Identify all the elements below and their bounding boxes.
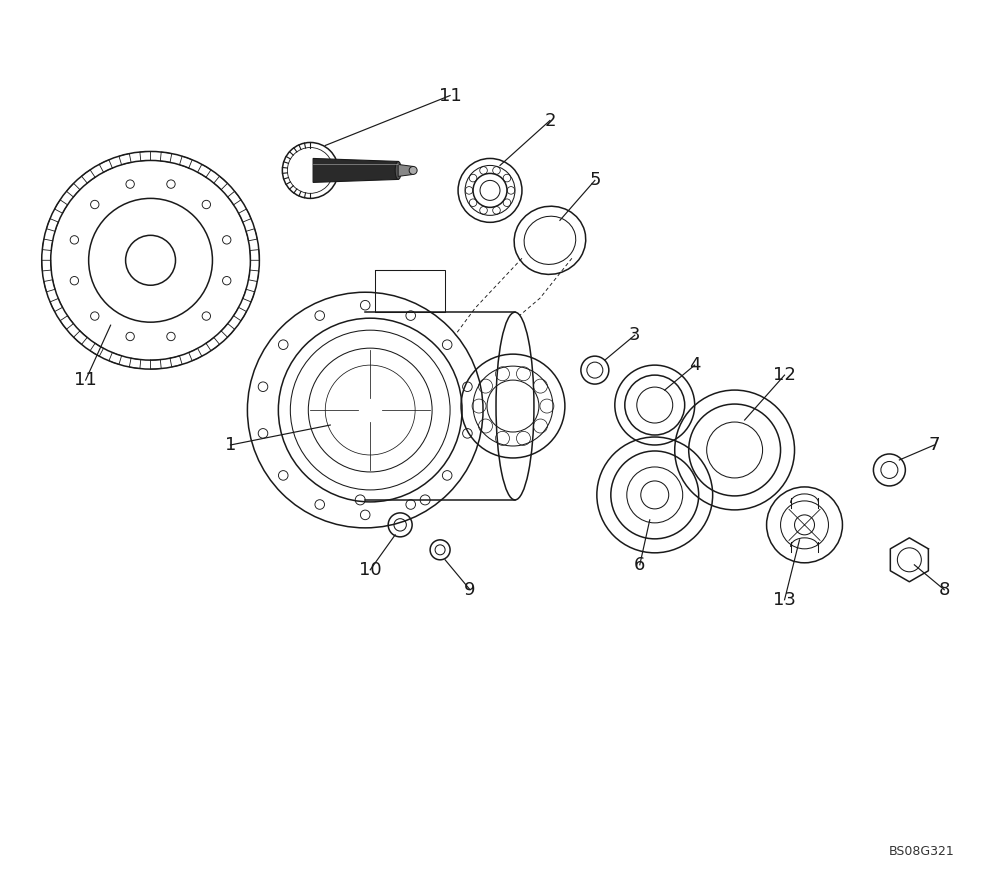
Text: 2: 2 [544,112,556,129]
Text: 5: 5 [589,172,601,189]
Text: 11: 11 [439,86,461,105]
Polygon shape [398,165,413,176]
Text: BS08G321: BS08G321 [889,845,954,858]
Text: 9: 9 [464,581,476,598]
Text: 7: 7 [929,436,940,454]
Text: 12: 12 [773,366,796,384]
Bar [375,270,445,312]
Text: 4: 4 [689,356,700,374]
Text: 1: 1 [225,436,236,454]
Circle shape [409,166,417,174]
Ellipse shape [395,161,401,180]
Text: 6: 6 [634,556,645,574]
Polygon shape [313,158,398,182]
Text: 13: 13 [773,590,796,609]
Text: 11: 11 [74,371,97,389]
Text: 10: 10 [359,561,382,579]
Text: 8: 8 [939,581,950,598]
Text: 3: 3 [629,326,641,344]
